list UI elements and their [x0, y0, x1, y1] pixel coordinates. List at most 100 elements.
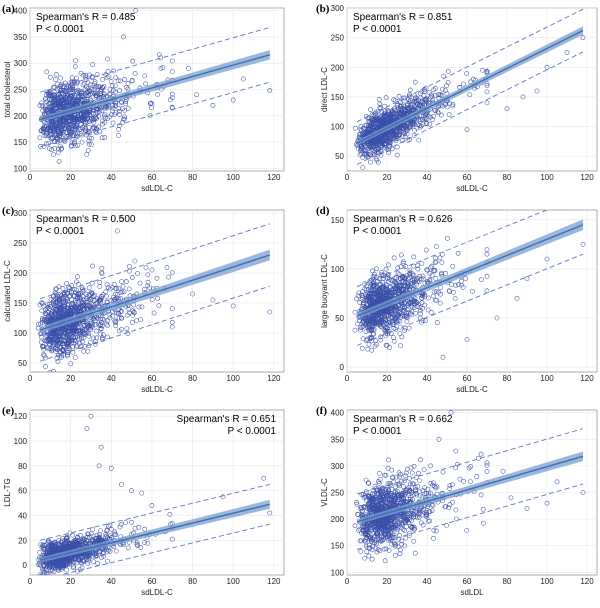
data-point	[54, 106, 60, 111]
data-point	[62, 338, 68, 344]
y-tick-label: 300	[14, 209, 28, 218]
data-point	[74, 123, 80, 129]
data-point	[71, 116, 77, 122]
data-point	[387, 289, 393, 295]
data-point	[65, 83, 71, 89]
data-point	[53, 98, 58, 104]
data-point	[47, 90, 53, 96]
data-point	[77, 532, 83, 538]
data-point	[230, 303, 236, 309]
data-point	[58, 83, 63, 89]
data-point	[42, 543, 48, 549]
data-point	[98, 331, 104, 337]
data-point	[58, 562, 64, 568]
data-point	[60, 83, 66, 89]
data-point	[47, 128, 53, 133]
data-point	[414, 125, 420, 131]
data-point	[382, 103, 388, 109]
data-point	[425, 267, 430, 273]
data-point	[59, 308, 65, 314]
data-point	[464, 71, 470, 76]
data-point	[100, 77, 106, 82]
data-point	[44, 133, 50, 139]
data-point	[62, 139, 68, 144]
data-point	[38, 542, 44, 547]
p-value-label: P < 0.0001	[36, 24, 85, 35]
data-point	[169, 91, 175, 97]
data-point	[401, 259, 406, 265]
data-point	[410, 119, 416, 124]
data-point	[97, 549, 103, 555]
data-point	[371, 298, 377, 304]
data-point	[68, 326, 74, 332]
data-point	[395, 132, 401, 138]
prediction-lower-line	[356, 253, 584, 346]
data-point	[63, 95, 69, 100]
data-point	[402, 280, 408, 286]
data-point	[190, 291, 195, 297]
data-point	[94, 72, 100, 77]
data-point	[55, 294, 61, 300]
y-tick-label: 200	[331, 63, 345, 72]
data-point	[109, 112, 114, 118]
p-value-label: P < 0.0001	[353, 226, 402, 237]
data-point	[96, 84, 101, 89]
data-point	[127, 268, 132, 274]
data-point	[86, 285, 92, 291]
data-point	[480, 67, 485, 73]
data-point	[408, 124, 413, 130]
data-point	[442, 88, 448, 93]
data-point	[371, 277, 377, 282]
data-point	[378, 316, 384, 322]
data-point	[186, 66, 191, 71]
data-point	[89, 142, 94, 148]
data-point	[59, 353, 64, 359]
data-point	[93, 130, 99, 135]
data-point	[118, 522, 124, 527]
data-point	[43, 355, 48, 361]
chart-panel-4: (d)0 20 40 60 80 100 120050100150sdLDL-Clarge …	[316, 205, 598, 394]
data-point	[220, 494, 226, 500]
y-tick-label: 250	[14, 86, 28, 95]
data-point	[392, 290, 398, 295]
y-axis-label: calculated LDL-C	[3, 260, 12, 322]
data-point	[422, 302, 428, 308]
data-point	[434, 298, 439, 303]
data-point	[387, 134, 393, 139]
data-point	[55, 329, 61, 335]
data-point	[463, 276, 468, 281]
data-point	[53, 291, 59, 297]
data-point	[109, 83, 115, 89]
y-axis-label: direct LDL-C	[320, 67, 329, 112]
data-point	[398, 264, 404, 270]
data-point	[514, 295, 520, 301]
data-point	[484, 68, 490, 74]
data-point	[158, 55, 163, 61]
y-tick-label: 350	[14, 33, 28, 42]
data-point	[73, 538, 78, 543]
data-point	[455, 250, 461, 256]
y-axis-label: LDL-TG	[3, 478, 12, 506]
data-point	[107, 312, 113, 318]
data-point	[52, 103, 57, 109]
data-point	[382, 108, 388, 114]
data-point	[74, 91, 80, 97]
data-point	[82, 553, 87, 559]
data-point	[422, 89, 428, 94]
data-point	[358, 127, 364, 132]
data-point	[47, 565, 52, 571]
data-point	[105, 69, 111, 74]
data-point	[117, 78, 123, 84]
panel-letter: (a)	[2, 3, 15, 15]
data-point	[366, 118, 372, 124]
data-point	[142, 526, 148, 532]
data-point	[362, 123, 368, 128]
data-point	[113, 320, 119, 326]
data-point	[115, 310, 121, 316]
data-point	[378, 337, 384, 343]
data-point	[44, 571, 50, 575]
data-point	[455, 282, 461, 287]
data-point	[393, 275, 399, 280]
data-point	[230, 97, 236, 103]
data-point	[48, 119, 54, 124]
